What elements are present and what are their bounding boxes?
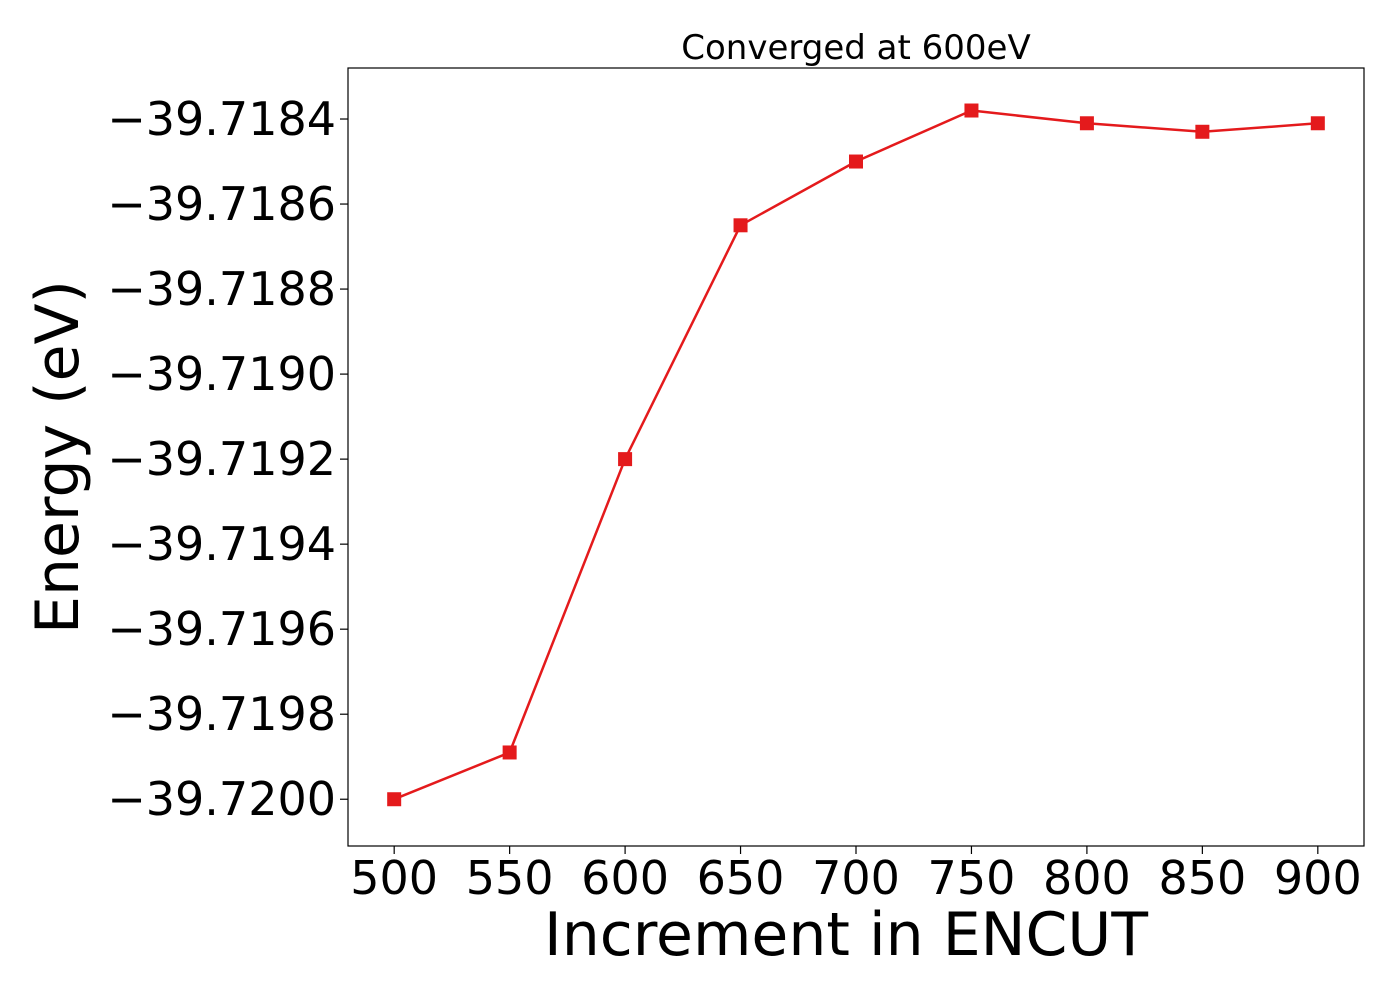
data-point-marker	[618, 452, 633, 467]
axes-frame	[347, 67, 1365, 847]
x-tick-label: 500	[350, 851, 438, 905]
y-tick-label: −39.7190	[107, 347, 336, 401]
y-tick-label: −39.7186	[107, 177, 336, 231]
y-tick-label: −39.7198	[107, 687, 336, 741]
data-point-marker	[964, 103, 979, 118]
series-line	[393, 109, 1318, 801]
y-tick-label: −39.7192	[107, 432, 336, 486]
data-point-marker	[733, 218, 748, 233]
y-tick-label: −39.7200	[107, 772, 336, 826]
x-tick-label: 800	[1043, 851, 1131, 905]
y-tick-label: −39.7188	[107, 262, 336, 316]
data-point-marker	[502, 745, 517, 760]
x-tick-label: 850	[1158, 851, 1246, 905]
x-tick-label: 650	[697, 851, 785, 905]
data-point-marker	[1310, 116, 1325, 131]
y-tick-label: −39.7196	[107, 602, 336, 656]
x-tick-label: 900	[1274, 851, 1362, 905]
x-tick-label: 600	[581, 851, 669, 905]
y-tick-label: −39.7184	[107, 92, 336, 146]
y-axis-title: Energy (eV)	[23, 280, 93, 634]
y-tick-label: −39.7194	[107, 517, 336, 571]
data-point-marker	[1079, 116, 1094, 131]
x-tick-label: 700	[812, 851, 900, 905]
x-tick-label: 750	[928, 851, 1016, 905]
chart-title: Converged at 600eV	[681, 28, 1030, 68]
data-point-marker	[387, 792, 402, 807]
x-axis-title: Increment in ENCUT	[544, 900, 1148, 970]
data-point-marker	[849, 154, 863, 169]
data-point-marker	[1195, 124, 1210, 139]
plot-area: 500 550 600 650 700 750 800 850 900 −39.7200 −39.7…	[107, 67, 1365, 905]
x-tick-label: 550	[466, 851, 554, 905]
